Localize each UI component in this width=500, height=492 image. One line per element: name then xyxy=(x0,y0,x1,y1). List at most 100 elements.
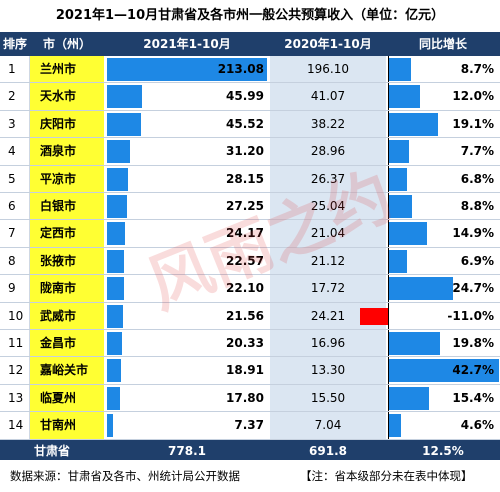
city-cell: 临夏州 xyxy=(30,384,104,413)
growth-label: 42.7% xyxy=(452,363,494,378)
value-2021-bar xyxy=(107,359,122,383)
city-cell: 定西市 xyxy=(30,220,104,248)
growth-label: 8.8% xyxy=(460,199,494,213)
value-2020-cell: 7.04 xyxy=(270,412,386,440)
header-2020: 2020年1-10月 xyxy=(284,37,372,51)
rank-cell: 11 xyxy=(0,330,30,358)
growth-zero-line xyxy=(388,220,389,248)
value-2021-bar xyxy=(107,249,124,273)
city-cell: 金昌市 xyxy=(30,330,104,358)
value-2021-label: 31.20 xyxy=(226,144,264,159)
city-cell: 庆阳市 xyxy=(30,110,104,139)
growth-cell: 12.0% xyxy=(386,83,500,111)
growth-zero-line xyxy=(388,384,389,413)
row-separator xyxy=(0,246,500,248)
table-row: 8 张掖市 22.57 21.12 6.9% xyxy=(0,247,500,276)
growth-cell: 14.9% xyxy=(386,220,500,248)
total-2021: 778.1 xyxy=(168,443,206,458)
value-2021-cell: 22.10 xyxy=(104,275,270,303)
rank-cell: 12 xyxy=(0,357,30,385)
value-2020-cell: 21.12 xyxy=(270,247,386,276)
value-2021-bar xyxy=(107,332,123,355)
growth-bar xyxy=(389,277,453,301)
table-row: 13 临夏州 17.80 15.50 15.4% xyxy=(0,384,500,413)
city-cell: 酒泉市 xyxy=(30,138,104,166)
rank-cell: 1 xyxy=(0,56,30,84)
row-separator xyxy=(0,109,500,111)
growth-cell: 19.8% xyxy=(386,330,500,358)
growth-bar xyxy=(389,414,401,438)
row-separator xyxy=(0,137,500,139)
table-header-row: 排序 市（州） 2021年1-10月 2020年1-10月 同比增长 xyxy=(0,32,500,56)
growth-bar xyxy=(389,167,407,191)
growth-bar xyxy=(389,386,429,410)
header-growth: 同比增长 xyxy=(418,37,467,51)
growth-cell: 8.7% xyxy=(386,56,500,84)
row-separator xyxy=(0,411,500,413)
row-separator xyxy=(0,192,500,193)
value-2021-cell: 7.37 xyxy=(104,412,270,440)
growth-cell: 4.6% xyxy=(386,412,500,440)
page-title: 2021年1—10月甘肃省及各市州一般公共预算收入（单位：亿元） xyxy=(55,8,445,23)
growth-cell: -11.0% xyxy=(360,302,500,330)
table-row: 7 定西市 24.17 21.04 14.9% xyxy=(0,220,500,248)
value-2021-bar xyxy=(107,112,142,136)
value-2021-label: 45.52 xyxy=(226,116,264,131)
row-separator xyxy=(0,438,500,440)
city-cell: 武威市 xyxy=(30,302,104,330)
total-growth: 12.5% xyxy=(422,443,464,458)
value-2021-cell: 45.99 xyxy=(104,83,270,111)
growth-bar xyxy=(389,140,409,164)
value-2021-cell: 21.56 xyxy=(104,302,270,330)
total-row: 甘肃省 778.1 691.8 12.5% xyxy=(0,439,500,462)
table-row: 3 庆阳市 45.52 38.22 19.1% xyxy=(0,110,500,139)
value-2021-label: 20.33 xyxy=(226,336,264,350)
row-separator xyxy=(0,274,500,276)
row-separator xyxy=(0,164,500,166)
header-city: 市（州） xyxy=(42,37,91,51)
growth-label: 4.6% xyxy=(460,418,494,433)
value-2020-cell: 196.10 xyxy=(270,56,386,84)
growth-bar xyxy=(360,307,388,325)
row-separator xyxy=(0,219,500,221)
value-2021-cell: 18.91 xyxy=(104,357,270,385)
city-cell: 陇南市 xyxy=(30,275,104,303)
value-2020-cell: 41.07 xyxy=(270,83,386,111)
growth-zero-line xyxy=(388,193,389,221)
value-2021-cell: 28.15 xyxy=(104,165,270,193)
growth-cell: 42.7% xyxy=(386,357,500,385)
value-2021-bar xyxy=(107,140,131,164)
value-2021-cell: 22.57 xyxy=(104,247,270,276)
value-2021-label: 24.17 xyxy=(226,226,264,241)
growth-label: -11.0% xyxy=(447,308,494,323)
growth-label: 6.8% xyxy=(460,171,494,186)
value-2021-bar xyxy=(107,304,124,328)
value-2021-label: 21.56 xyxy=(226,308,264,323)
value-2021-label: 22.57 xyxy=(226,253,264,268)
rank-cell: 5 xyxy=(0,165,30,193)
value-2020-cell: 17.72 xyxy=(270,275,386,303)
value-2020-cell: 13.30 xyxy=(270,357,386,385)
row-separator xyxy=(0,82,500,84)
growth-zero-line xyxy=(388,302,389,330)
growth-zero-line xyxy=(388,56,389,84)
growth-zero-line xyxy=(388,357,389,385)
value-2021-label: 7.37 xyxy=(234,418,264,433)
rank-cell: 4 xyxy=(0,138,30,166)
growth-bar xyxy=(389,222,428,246)
value-2021-bar xyxy=(107,414,113,438)
growth-cell: 24.7% xyxy=(386,275,500,303)
growth-bar xyxy=(389,58,412,81)
footer: 数据来源：甘肃省及各市、州统计局公开数据 【注：省本级部分未在表中体现】 xyxy=(0,460,500,492)
table-row: 6 白银市 27.25 25.04 8.8% xyxy=(0,193,500,221)
header-rank: 排序 xyxy=(2,37,27,51)
row-separator xyxy=(0,329,500,330)
value-2021-label: 45.99 xyxy=(226,89,264,104)
table-row: 2 天水市 45.99 41.07 12.0% xyxy=(0,83,500,111)
growth-label: 7.7% xyxy=(460,144,494,159)
value-2021-label: 28.15 xyxy=(226,171,264,186)
rank-cell: 6 xyxy=(0,193,30,221)
growth-zero-line xyxy=(388,275,389,303)
value-2021-cell: 24.17 xyxy=(104,220,270,248)
total-2020: 691.8 xyxy=(309,443,347,458)
